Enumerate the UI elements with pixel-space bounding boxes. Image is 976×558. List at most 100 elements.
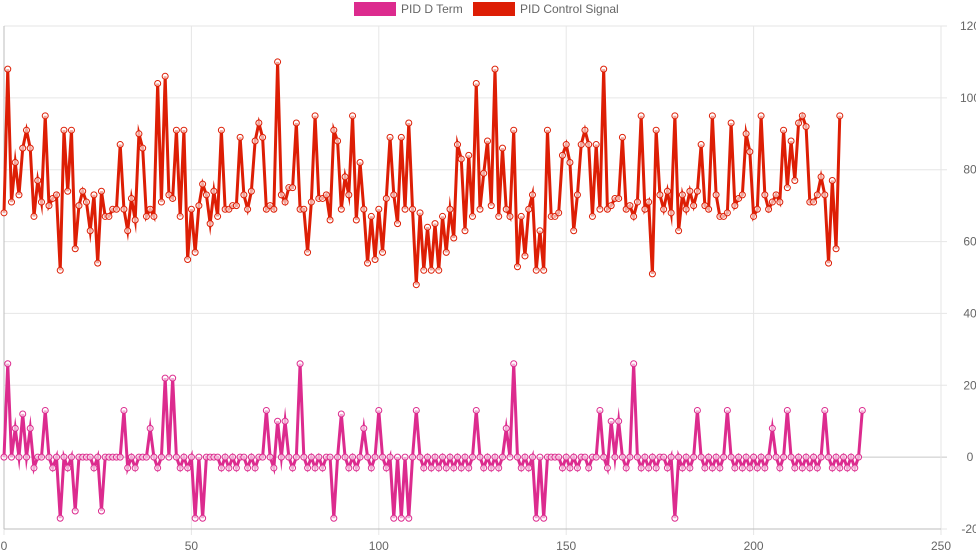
- data-point[interactable]: [705, 453, 713, 461]
- data-point[interactable]: [341, 173, 349, 181]
- data-point[interactable]: [742, 130, 750, 138]
- data-point[interactable]: [221, 453, 229, 461]
- data-point[interactable]: [648, 453, 656, 461]
- data-point[interactable]: [394, 453, 402, 461]
- data-point[interactable]: [56, 266, 64, 274]
- data-point[interactable]: [142, 453, 150, 461]
- data-point[interactable]: [349, 112, 357, 120]
- data-point[interactable]: [397, 133, 405, 141]
- data-point[interactable]: [22, 453, 30, 461]
- data-point[interactable]: [495, 464, 503, 472]
- data-point[interactable]: [292, 119, 300, 127]
- data-point[interactable]: [588, 212, 596, 220]
- data-point[interactable]: [427, 266, 435, 274]
- data-point[interactable]: [154, 464, 162, 472]
- data-point[interactable]: [858, 406, 866, 414]
- data-point[interactable]: [161, 72, 169, 80]
- data-point[interactable]: [232, 464, 240, 472]
- data-point[interactable]: [686, 187, 694, 195]
- data-point[interactable]: [349, 453, 357, 461]
- data-point[interactable]: [71, 507, 79, 515]
- data-point[interactable]: [4, 360, 12, 368]
- data-point[interactable]: [457, 464, 465, 472]
- data-point[interactable]: [401, 205, 409, 213]
- data-point[interactable]: [427, 464, 435, 472]
- data-point[interactable]: [150, 212, 158, 220]
- data-point[interactable]: [817, 453, 825, 461]
- data-point[interactable]: [454, 141, 462, 149]
- data-point[interactable]: [326, 453, 334, 461]
- data-point[interactable]: [678, 464, 686, 472]
- data-point[interactable]: [319, 464, 327, 472]
- data-point[interactable]: [15, 453, 23, 461]
- data-point[interactable]: [487, 464, 495, 472]
- data-point[interactable]: [169, 374, 177, 382]
- data-point[interactable]: [543, 126, 551, 134]
- data-point[interactable]: [274, 58, 282, 66]
- data-point[interactable]: [480, 464, 488, 472]
- data-point[interactable]: [772, 191, 780, 199]
- data-point[interactable]: [131, 216, 139, 224]
- data-point[interactable]: [645, 464, 653, 472]
- data-point[interactable]: [757, 453, 765, 461]
- data-point[interactable]: [64, 187, 72, 195]
- data-point[interactable]: [75, 202, 83, 210]
- data-point[interactable]: [4, 65, 12, 73]
- data-point[interactable]: [191, 248, 199, 256]
- legend-item[interactable]: PID D Term: [354, 2, 463, 16]
- data-point[interactable]: [307, 198, 315, 206]
- data-point[interactable]: [247, 187, 255, 195]
- data-point[interactable]: [630, 212, 638, 220]
- data-point[interactable]: [637, 464, 645, 472]
- data-point[interactable]: [229, 453, 237, 461]
- data-point[interactable]: [247, 453, 255, 461]
- data-point[interactable]: [776, 464, 784, 472]
- data-point[interactable]: [330, 126, 338, 134]
- data-point[interactable]: [41, 406, 49, 414]
- data-point[interactable]: [832, 245, 840, 253]
- data-point[interactable]: [300, 453, 308, 461]
- data-point[interactable]: [446, 453, 454, 461]
- data-point[interactable]: [810, 198, 818, 206]
- data-point[interactable]: [236, 133, 244, 141]
- data-point[interactable]: [345, 191, 353, 199]
- data-point[interactable]: [573, 464, 581, 472]
- data-point[interactable]: [19, 144, 27, 152]
- data-point[interactable]: [341, 453, 349, 461]
- data-point[interactable]: [562, 141, 570, 149]
- data-point[interactable]: [131, 464, 139, 472]
- data-point[interactable]: [828, 464, 836, 472]
- data-point[interactable]: [645, 198, 653, 206]
- data-point[interactable]: [206, 220, 214, 228]
- data-point[interactable]: [795, 453, 803, 461]
- data-point[interactable]: [187, 205, 195, 213]
- data-point[interactable]: [675, 453, 683, 461]
- data-point[interactable]: [510, 360, 518, 368]
- data-point[interactable]: [682, 205, 690, 213]
- data-point[interactable]: [742, 453, 750, 461]
- data-point[interactable]: [697, 453, 705, 461]
- data-point[interactable]: [502, 424, 510, 432]
- data-point[interactable]: [753, 464, 761, 472]
- data-point[interactable]: [802, 453, 810, 461]
- data-point[interactable]: [244, 205, 252, 213]
- data-point[interactable]: [525, 205, 533, 213]
- data-point[interactable]: [472, 79, 480, 87]
- data-point[interactable]: [469, 212, 476, 220]
- data-point[interactable]: [641, 453, 649, 461]
- data-point[interactable]: [19, 410, 27, 418]
- data-point[interactable]: [424, 453, 432, 461]
- data-point[interactable]: [498, 144, 506, 152]
- data-point[interactable]: [315, 453, 323, 461]
- data-point[interactable]: [281, 198, 289, 206]
- data-point[interactable]: [8, 453, 15, 461]
- data-point[interactable]: [112, 205, 120, 213]
- data-point[interactable]: [71, 245, 79, 253]
- data-point[interactable]: [585, 464, 593, 472]
- data-point[interactable]: [652, 464, 660, 472]
- data-point[interactable]: [720, 453, 728, 461]
- data-point[interactable]: [832, 453, 840, 461]
- data-point[interactable]: [540, 514, 548, 522]
- data-point[interactable]: [798, 464, 806, 472]
- data-point[interactable]: [738, 464, 746, 472]
